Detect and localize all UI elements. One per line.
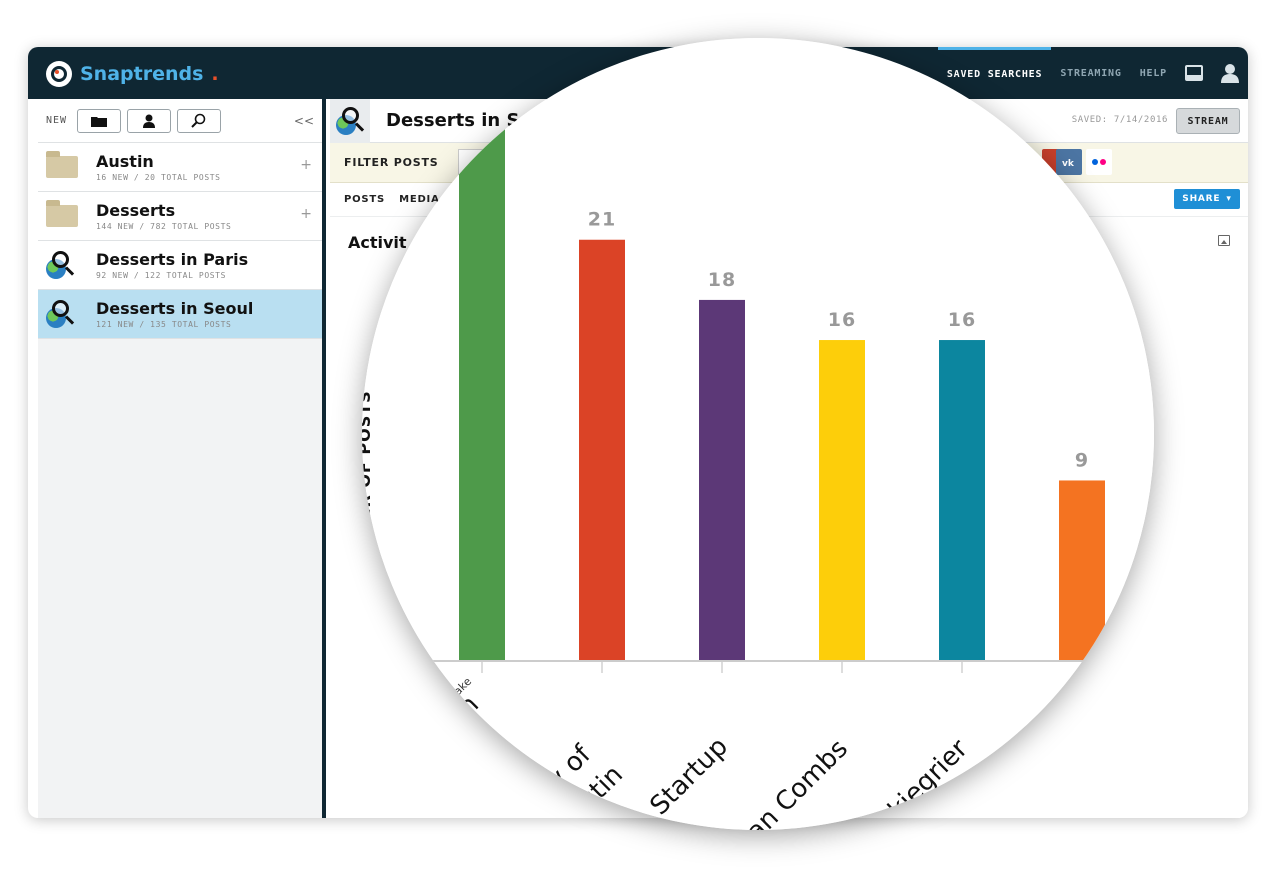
sidebar-item-count: 144 NEW / 782 TOTAL POSTS: [96, 222, 232, 231]
bar-value-label: 16: [828, 309, 856, 331]
brand[interactable]: Snaptrends.: [46, 61, 219, 87]
bar: [1059, 480, 1105, 661]
nav-help[interactable]: HELP: [1139, 67, 1167, 79]
brand-name: Snaptrends: [80, 63, 204, 85]
add-icon[interactable]: +: [300, 206, 312, 222]
bar: [579, 239, 625, 662]
export-image-icon[interactable]: [1218, 235, 1230, 246]
sidebar-item-count: 121 NEW / 135 TOTAL POSTS: [96, 320, 232, 329]
share-button[interactable]: SHARE ▾: [1174, 189, 1240, 209]
y-axis-label: NUMBER OF POSTS: [362, 390, 374, 578]
globe-search-icon: [46, 251, 75, 279]
stream-button[interactable]: STREAM: [1176, 108, 1240, 134]
sidebar: NEW << Austin 16 NEW / 20 TOTAL POSTS +: [38, 99, 326, 818]
brand-dot: .: [211, 63, 219, 85]
tab-posts[interactable]: POSTS: [344, 194, 386, 205]
nav-saved-searches[interactable]: SAVED SEARCHES: [937, 47, 1052, 99]
filter-posts-label: FILTER POSTS: [344, 156, 439, 169]
vk-icon[interactable]: vk: [1056, 149, 1082, 175]
collapse-sidebar-button[interactable]: <<: [293, 113, 314, 128]
sidebar-item-title: Desserts in Paris: [96, 250, 249, 269]
folder-icon: [46, 200, 78, 227]
sidebar-item-desserts-in-paris[interactable]: Desserts in Paris 92 NEW / 122 TOTAL POS…: [38, 241, 322, 290]
bar: [459, 101, 505, 661]
bar-value-label: 9: [1075, 449, 1089, 471]
bar: [819, 340, 865, 661]
bar-value-label: 18: [708, 269, 736, 291]
globe-search-icon: [46, 300, 75, 328]
folder-icon: [91, 116, 108, 127]
new-person-button[interactable]: [127, 108, 172, 133]
x-tick-label-small: patisserie_hw: [1032, 679, 1094, 741]
bar: [939, 340, 985, 661]
sidebar-toolbar: NEW <<: [38, 99, 322, 143]
activity-title: Activit: [348, 233, 407, 252]
x-tick-label: Brian Combs: [715, 734, 854, 830]
snaptrends-logo-icon: [46, 61, 72, 87]
sidebar-item-title: Desserts in Seoul: [96, 299, 254, 318]
bar: [699, 299, 745, 661]
share-label: SHARE: [1182, 194, 1221, 204]
person-icon: [143, 114, 156, 128]
user-icon[interactable]: [1212, 47, 1248, 99]
flickr-icon[interactable]: [1086, 149, 1112, 175]
inbox-icon[interactable]: [1176, 47, 1212, 99]
sidebar-item-count: 16 NEW / 20 TOTAL POSTS: [96, 173, 221, 182]
sidebar-item-austin[interactable]: Austin 16 NEW / 20 TOTAL POSTS +: [38, 143, 322, 192]
sidebar-item-title: Desserts: [96, 201, 176, 220]
main-nav: SAVED SEARCHES STREAMING HELP: [937, 47, 1248, 99]
sidebar-item-count: 92 NEW / 122 TOTAL POSTS: [96, 271, 226, 280]
search-globe-icon: [191, 113, 206, 128]
globe-search-icon: [330, 98, 370, 143]
x-tick-label: vickiegrier: [856, 734, 974, 830]
sidebar-item-desserts[interactable]: Desserts 144 NEW / 782 TOTAL POSTS +: [38, 192, 322, 241]
saved-date: SAVED: 7/14/2016: [1071, 115, 1168, 125]
tab-media[interactable]: MEDIA: [399, 194, 440, 205]
new-search-button[interactable]: [177, 108, 222, 133]
magnifier-lens: NUMBER OF POSTS 21 18 16 16 9 n ersity of t Aust…: [362, 38, 1154, 830]
add-icon[interactable]: +: [300, 157, 312, 173]
folder-icon: [46, 151, 78, 178]
bar-value-label: 16: [948, 309, 976, 331]
nav-streaming[interactable]: STREAMING: [1060, 67, 1122, 79]
bar-value-label: 21: [588, 209, 616, 231]
caret-down-icon: ▾: [1226, 194, 1232, 204]
sidebar-item-desserts-in-seoul[interactable]: Desserts in Seoul 121 NEW / 135 TOTAL PO…: [38, 290, 322, 339]
svg-text:vk: vk: [1062, 159, 1075, 167]
sidebar-item-title: Austin: [96, 152, 154, 171]
new-label: NEW: [46, 115, 68, 126]
new-folder-button[interactable]: [77, 108, 122, 133]
